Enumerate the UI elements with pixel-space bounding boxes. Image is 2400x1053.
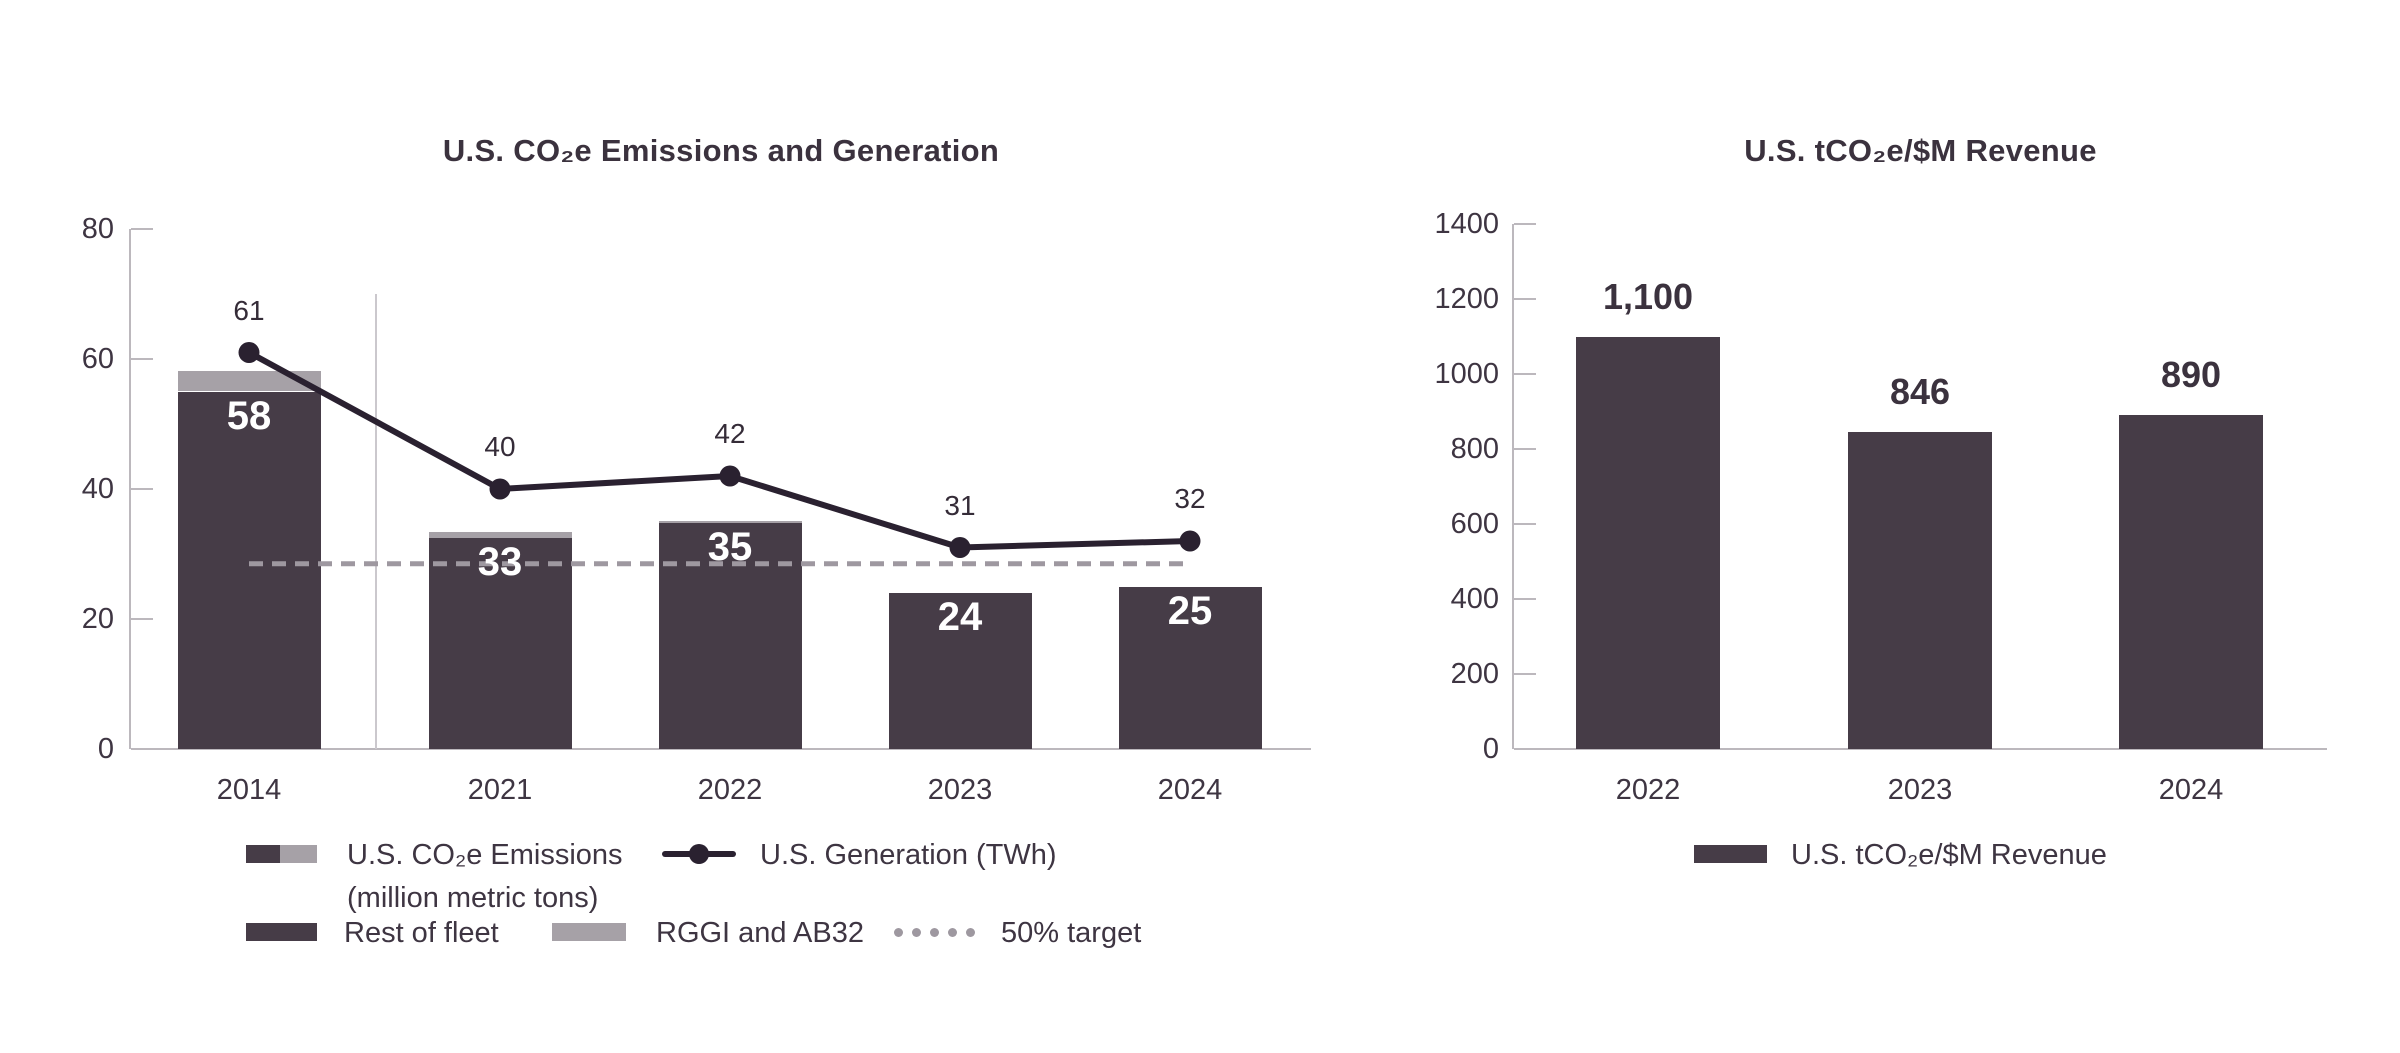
generation-dot-icon: [689, 844, 709, 864]
rest-of-fleet-swatch: [246, 923, 317, 941]
bar-value-label-2021: 33: [477, 540, 523, 585]
y-axis-label: 1400: [1434, 208, 1499, 240]
bar-value-label-2024: 25: [1167, 588, 1213, 633]
x-axis-label-2022: 2022: [697, 774, 763, 806]
y-axis-label: 20: [81, 603, 114, 635]
generation-point-label-2022: 42: [714, 418, 746, 449]
bar-rest-2024: [1118, 586, 1262, 749]
x-axis-baseline: [131, 748, 1311, 750]
revenue-legend-swatch: [1694, 845, 1767, 863]
legend-label-target: 50% target: [1001, 917, 1142, 949]
y-axis-label: 80: [81, 213, 114, 245]
y-axis-line: [129, 229, 131, 749]
y-axis-tick: [131, 618, 153, 620]
y-axis-label: 0: [1482, 733, 1499, 765]
y-axis-tick: [1514, 223, 1536, 225]
generation-point-label-2014: 61: [233, 294, 265, 326]
target-dot-icon: [930, 928, 939, 937]
x-axis-label-2023: 2023: [927, 774, 993, 806]
bar-rest-2023: [888, 593, 1032, 749]
y-axis-tick: [1514, 373, 1536, 375]
bar-rest-2022: [658, 523, 802, 749]
legend-label-rest-of-fleet: Rest of fleet: [344, 917, 499, 949]
legend-label-revenue: U.S. tCO₂e/$M Revenue: [1791, 839, 2107, 871]
x-axis-label-2024: 2024: [2158, 774, 2224, 806]
rggi-swatch: [552, 923, 626, 941]
bar-2024: [2119, 415, 2263, 749]
generation-point-label-2024: 32: [1174, 483, 1206, 514]
bar-2022: [1576, 336, 1720, 749]
bar-rest-2021: [428, 538, 572, 749]
y-axis-tick: [1514, 598, 1536, 600]
legend-label-emissions-line1: U.S. CO₂e Emissions: [347, 839, 623, 871]
target-dot-icon: [966, 928, 975, 937]
bar-value-label-2022: 1,100: [1602, 275, 1694, 317]
legend-label-rggi: RGGI and AB32: [656, 917, 864, 949]
target-dotted-marker: [894, 928, 975, 937]
x-axis-label-2023: 2023: [1887, 774, 1953, 806]
y-axis-tick: [1514, 298, 1536, 300]
bar-value-label-2022: 35: [707, 525, 753, 570]
target-dot-icon: [912, 928, 921, 937]
bar-value-label-2023: 846: [1889, 370, 1951, 412]
bar-value-label-2023: 24: [937, 595, 983, 639]
x-axis-label-2024: 2024: [1157, 774, 1223, 806]
target-dot-icon: [948, 928, 957, 937]
y-axis-label: 1200: [1434, 283, 1499, 315]
y-axis-label: 0: [97, 733, 114, 765]
x-axis-label-2022: 2022: [1615, 774, 1681, 806]
y-axis-label: 600: [1450, 508, 1499, 540]
x-axis-label-2014: 2014: [216, 774, 282, 806]
y-axis-tick: [131, 358, 153, 360]
y-axis-tick: [131, 228, 153, 230]
y-axis-tick: [1514, 523, 1536, 525]
y-axis-tick: [131, 488, 153, 490]
y-axis-tick: [1514, 448, 1536, 450]
y-axis-label: 60: [81, 343, 114, 375]
y-axis-label: 1000: [1434, 358, 1499, 390]
bar-value-label-2014: 58: [226, 393, 272, 438]
target-dot-icon: [894, 928, 903, 937]
generation-point-label-2023: 31: [944, 489, 976, 521]
emissions-legend-swatch: [246, 845, 317, 863]
emissions-swatch-gray: [280, 845, 317, 863]
y-axis-label: 800: [1450, 433, 1499, 465]
bar-2023: [1848, 431, 1992, 749]
bar-value-label-2024: 890: [2160, 354, 2222, 396]
generation-line-marker: [662, 844, 736, 864]
legend-label-generation: U.S. Generation (TWh): [760, 839, 1057, 871]
emissions-swatch-dark: [246, 845, 280, 863]
legend-label-emissions-line2: (million metric tons): [347, 882, 599, 914]
x-axis-baseline: [1514, 748, 2327, 750]
y-axis-label: 200: [1450, 658, 1499, 690]
emissions-chart-title: U.S. CO₂e Emissions and Generation: [442, 133, 1000, 168]
y-axis-tick: [1514, 673, 1536, 675]
x-axis-label-2021: 2021: [467, 774, 533, 806]
generation-point-label-2021: 40: [484, 431, 516, 462]
y-axis-label: 40: [81, 473, 114, 505]
y-axis-line: [1512, 224, 1514, 749]
revenue-chart-title: U.S. tCO₂e/$M Revenue: [1744, 133, 2097, 168]
y-axis-label: 400: [1450, 583, 1499, 615]
